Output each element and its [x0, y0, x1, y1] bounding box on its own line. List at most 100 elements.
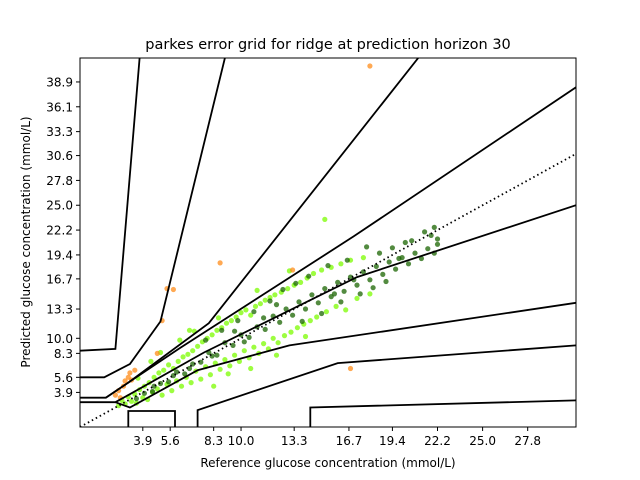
y-tick-label: 22.2 — [46, 224, 73, 238]
data-point — [273, 352, 280, 358]
data-point — [133, 396, 139, 402]
x-tick-label: 8.3 — [204, 434, 223, 448]
data-point — [293, 280, 299, 286]
data-point — [434, 241, 441, 247]
data-point — [195, 343, 201, 349]
x-axis-label: Reference glucose concentration (mmol/L) — [200, 456, 455, 470]
data-point — [211, 383, 217, 389]
y-tick-label: 30.6 — [46, 149, 73, 163]
data-point — [262, 326, 268, 332]
data-point — [257, 301, 263, 307]
zone-boundary — [80, 58, 141, 352]
data-point — [232, 328, 238, 334]
zone-boundary — [80, 204, 576, 404]
data-point — [159, 392, 165, 398]
data-point — [156, 370, 162, 376]
data-point — [225, 371, 231, 377]
data-point — [223, 320, 230, 326]
zone-boundary — [127, 410, 176, 427]
data-point — [425, 246, 431, 252]
data-point — [222, 357, 228, 363]
data-point — [302, 306, 309, 312]
data-point — [431, 224, 437, 230]
zone-boundary — [105, 86, 576, 399]
x-tick-label: 19.4 — [379, 434, 406, 448]
y-tick-label: 10.0 — [46, 332, 73, 346]
data-point — [280, 286, 286, 293]
data-point — [333, 303, 339, 309]
data-point — [360, 255, 366, 261]
data-point — [296, 299, 302, 305]
chart-title: parkes error grid for ridge at predictio… — [145, 37, 511, 53]
x-tick-label: 22.2 — [424, 434, 451, 448]
data-point — [149, 388, 156, 395]
data-point — [182, 371, 188, 377]
data-point — [243, 307, 249, 313]
data-point — [310, 270, 317, 277]
data-point — [314, 314, 320, 320]
zone-boundary — [196, 344, 576, 427]
plot-frame — [79, 57, 577, 428]
data-point — [262, 297, 268, 303]
data-point — [380, 271, 386, 277]
data-point — [232, 352, 238, 358]
data-point — [299, 318, 305, 324]
data-point — [186, 365, 193, 372]
data-point — [325, 263, 331, 269]
data-point — [217, 366, 223, 372]
data-point — [412, 250, 418, 256]
x-tick-label: 5.6 — [161, 434, 180, 448]
y-axis: 3.95.6 8.310.0 13.3 16.7 19.4 22.2 25.0 27.8 30.… — [46, 75, 80, 400]
data-point — [166, 362, 172, 368]
data-point — [370, 285, 376, 291]
data-point — [367, 277, 373, 283]
data-point — [161, 367, 167, 373]
data-point — [246, 334, 252, 340]
data-point — [335, 279, 341, 285]
data-point — [154, 350, 160, 356]
data-point — [217, 260, 223, 266]
data-point — [367, 63, 373, 69]
data-point — [198, 359, 204, 365]
plot-area — [80, 58, 576, 427]
data-point — [396, 255, 402, 262]
data-point — [122, 378, 128, 384]
data-point — [198, 376, 204, 382]
data-point — [376, 250, 383, 256]
data-point — [309, 292, 315, 298]
data-point — [267, 298, 273, 304]
data-point — [241, 348, 247, 354]
data-point — [272, 292, 278, 298]
x-tick-label: 27.8 — [514, 434, 541, 448]
data-point — [174, 369, 180, 375]
data-point — [294, 325, 300, 331]
data-point — [178, 383, 185, 389]
data-point — [373, 263, 379, 269]
data-point — [177, 337, 183, 343]
data-point — [235, 318, 241, 324]
data-point — [344, 257, 350, 263]
data-point — [188, 380, 194, 386]
data-point — [251, 344, 257, 350]
data-point — [409, 238, 415, 244]
data-point — [254, 287, 260, 293]
data-point — [132, 367, 138, 373]
data-point — [219, 327, 225, 333]
data-point — [207, 372, 213, 378]
data-point — [185, 351, 191, 357]
y-tick-label: 13.3 — [46, 303, 73, 317]
data-point — [285, 286, 291, 292]
data-point — [214, 352, 220, 358]
data-point — [230, 342, 236, 348]
data-point — [290, 312, 296, 318]
data-point — [151, 374, 157, 380]
data-point — [288, 329, 294, 335]
data-point — [341, 288, 347, 294]
data-point — [422, 229, 428, 235]
data-point — [290, 267, 296, 273]
data-point — [307, 318, 313, 324]
x-tick-label: 3.9 — [133, 434, 152, 448]
y-tick-label: 36.1 — [46, 100, 73, 114]
data-point — [331, 291, 337, 297]
data-point — [127, 370, 133, 376]
